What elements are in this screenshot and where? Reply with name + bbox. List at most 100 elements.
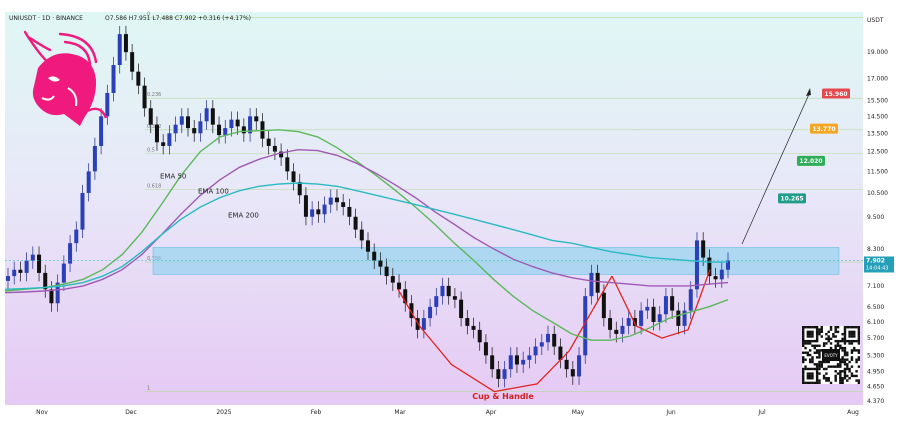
qr-module xyxy=(836,342,840,345)
qr-module xyxy=(822,360,826,364)
price-tick-15: 4.950 xyxy=(867,369,884,376)
candle-body-1 xyxy=(12,269,17,277)
qr-module xyxy=(834,374,837,378)
qr-module xyxy=(834,346,837,350)
qr-module xyxy=(834,328,837,331)
qr-module xyxy=(829,326,833,329)
qr-module xyxy=(820,363,823,366)
candle-body-73 xyxy=(459,299,464,319)
candle-body-100 xyxy=(626,318,631,326)
qr-module xyxy=(802,374,805,378)
ema-line-2 xyxy=(4,182,728,290)
candle-body-0 xyxy=(6,276,10,281)
qr-module xyxy=(804,346,807,350)
qr-module xyxy=(829,337,833,341)
qr-module xyxy=(802,339,805,343)
time-axis-ticks: Nov Dec 2025 Feb Mar Apr May Jun Jul Aug xyxy=(36,409,859,416)
candle-body-7 xyxy=(49,289,54,304)
time-tick-6: May xyxy=(572,409,585,416)
qr-module xyxy=(834,344,837,347)
qr-module xyxy=(818,381,821,385)
qr-module xyxy=(811,326,814,329)
candle-body-25 xyxy=(161,142,166,146)
qr-module xyxy=(850,342,854,345)
qr-module xyxy=(846,353,849,357)
ema-label-2: EMA 200 xyxy=(228,211,259,219)
qr-module xyxy=(843,330,847,334)
candle-body-48 xyxy=(303,195,308,217)
qr-module xyxy=(820,326,823,329)
qr-module xyxy=(853,335,856,338)
qr-module xyxy=(802,377,805,380)
qr-module xyxy=(804,326,807,329)
candle-body-13 xyxy=(86,171,91,193)
qr-module xyxy=(853,374,856,378)
candle-body-15 xyxy=(99,116,104,146)
candle-body-26 xyxy=(167,133,172,146)
qr-module xyxy=(825,332,828,336)
candle-body-113 xyxy=(707,257,712,277)
qr-module xyxy=(841,346,844,350)
qr-module xyxy=(802,332,805,336)
qr-module xyxy=(850,335,854,338)
candle-body-57 xyxy=(359,229,364,241)
qr-module xyxy=(827,360,830,364)
qr-module xyxy=(841,360,844,364)
qr-module xyxy=(848,342,851,345)
qr-module xyxy=(806,326,810,329)
qr-module xyxy=(843,335,847,338)
qr-module xyxy=(802,360,805,364)
qr-module xyxy=(853,349,856,352)
target-tag-bg-3 xyxy=(778,193,806,204)
resistance-zone xyxy=(152,247,840,275)
candle-body-86 xyxy=(539,342,544,347)
qr-module xyxy=(811,330,814,334)
qr-module xyxy=(827,330,830,334)
qr-module xyxy=(818,372,821,375)
candle-body-35 xyxy=(223,128,228,136)
qr-module xyxy=(804,365,807,368)
qr-module xyxy=(802,370,805,373)
qr-module xyxy=(848,367,851,371)
candle-body-38 xyxy=(241,126,246,134)
qr-module xyxy=(834,370,837,373)
qr-module xyxy=(848,335,851,338)
qr-module xyxy=(848,377,851,380)
qr-module xyxy=(834,365,837,368)
qr-module xyxy=(802,372,805,375)
qr-module xyxy=(818,379,821,382)
qr-module xyxy=(857,339,861,343)
qr-module xyxy=(857,365,861,368)
candle-body-39 xyxy=(248,116,253,134)
fib-label-4: 0.618 xyxy=(147,184,161,190)
qr-module xyxy=(815,344,819,347)
qr-module xyxy=(843,358,847,361)
qr-module xyxy=(802,337,805,341)
qr-module xyxy=(811,356,814,359)
qr-module xyxy=(820,335,823,338)
candle-body-114 xyxy=(713,276,718,280)
time-tick-2: 2025 xyxy=(216,409,231,416)
candle-body-110 xyxy=(688,289,693,311)
qr-module xyxy=(802,326,805,329)
candle-body-93 xyxy=(583,296,588,356)
qr-module xyxy=(827,379,830,382)
axis-currency: USDT xyxy=(867,17,884,24)
candle-body-54 xyxy=(341,202,346,207)
qr-module xyxy=(802,381,805,385)
qr-module xyxy=(822,344,826,347)
qr-module xyxy=(843,337,847,341)
qr-module xyxy=(836,365,840,368)
qr-module xyxy=(811,372,814,375)
qr-module xyxy=(836,372,840,375)
qr-module xyxy=(843,353,847,357)
qr-module xyxy=(855,339,858,343)
time-axis-background xyxy=(5,405,895,417)
qr-module xyxy=(822,374,826,378)
qr-module xyxy=(857,335,861,338)
price-tag-price: 7.902 xyxy=(866,257,885,264)
qr-module xyxy=(834,339,837,343)
qr-module xyxy=(839,360,842,364)
price-tick-7: 10.500 xyxy=(867,190,888,197)
